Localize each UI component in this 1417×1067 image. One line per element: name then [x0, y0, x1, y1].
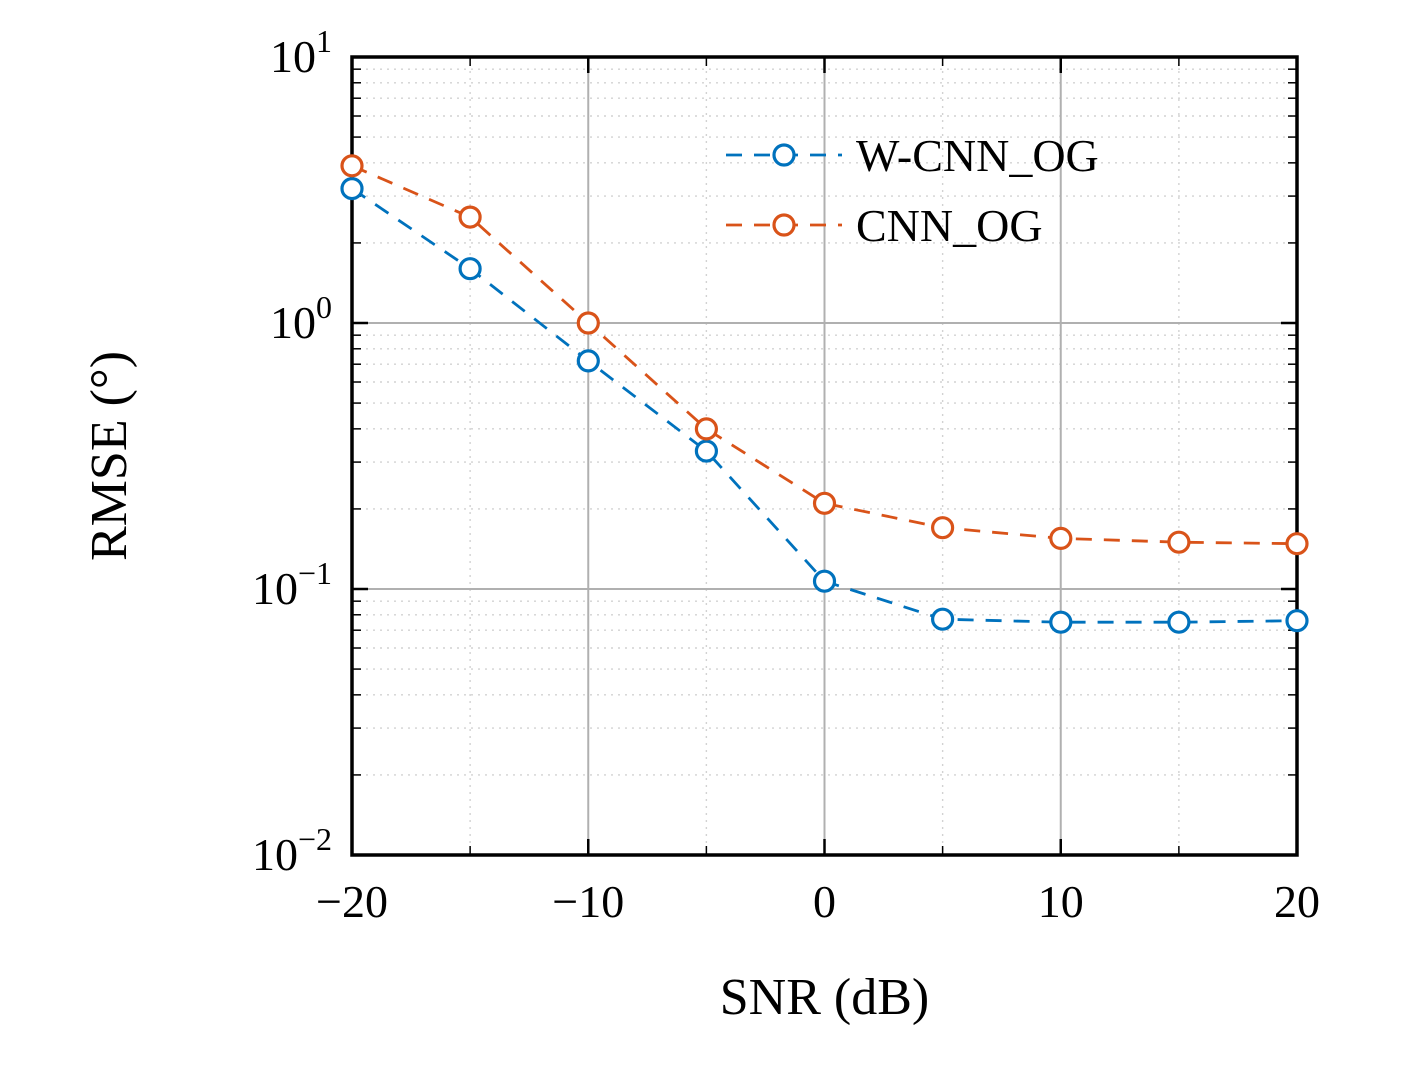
- legend-sample-marker: [772, 213, 796, 237]
- y-tick-label: 100: [270, 289, 332, 348]
- data-point-marker: [694, 439, 719, 463]
- data-point-marker: [1167, 610, 1191, 634]
- legend-entry: W-CNN_OG: [726, 130, 1099, 181]
- series-CNN_OG: [340, 154, 1309, 556]
- plot-border: [350, 55, 1299, 857]
- data-point-marker: [930, 607, 955, 631]
- data-point-marker: [1167, 530, 1191, 554]
- x-axis-label: SNR (dB): [720, 969, 929, 1026]
- legend: W-CNN_OG CNN_OG: [726, 130, 1099, 251]
- y-tick-label: 10−2: [252, 821, 332, 880]
- y-axis-label: RMSE (°): [81, 351, 138, 561]
- data-point-marker: [458, 205, 482, 229]
- data-point-marker: [576, 349, 600, 373]
- data-point-marker: [1049, 526, 1073, 551]
- x-tick-label: −10: [552, 876, 624, 927]
- grid-major: [352, 57, 1297, 855]
- x-tick-label: −20: [316, 876, 388, 927]
- data-point-marker: [930, 516, 955, 540]
- legend-entry: CNN_OG: [726, 200, 1043, 251]
- data-point-marker: [458, 257, 482, 281]
- data-point-marker: [694, 417, 719, 441]
- y-tick-labels: 101 100 10−1 10−2: [252, 23, 332, 880]
- series-W-CNN_OG: [340, 177, 1309, 634]
- x-tick-label: 0: [813, 876, 836, 927]
- x-tick-label: 10: [1038, 876, 1084, 927]
- legend-sample-marker: [772, 143, 796, 167]
- data-point-marker: [812, 569, 837, 593]
- data-point-marker: [340, 154, 364, 178]
- data-point-marker: [812, 491, 837, 515]
- data-point-marker: [340, 177, 364, 201]
- data-point-marker: [576, 311, 600, 335]
- grid-minor: [352, 57, 1297, 855]
- legend-label: W-CNN_OG: [856, 130, 1099, 181]
- y-tick-label: 10−1: [252, 555, 332, 614]
- legend-label: CNN_OG: [856, 200, 1043, 251]
- data-point-marker: [1049, 610, 1073, 634]
- data-point-marker: [1285, 609, 1309, 633]
- x-tick-label: 20: [1274, 876, 1320, 927]
- y-tick-label: 101: [270, 23, 332, 82]
- series-line: [351, 164, 1298, 546]
- data-point-marker: [1285, 532, 1309, 556]
- x-tick-labels: −20 −10 0 10 20: [316, 876, 1320, 927]
